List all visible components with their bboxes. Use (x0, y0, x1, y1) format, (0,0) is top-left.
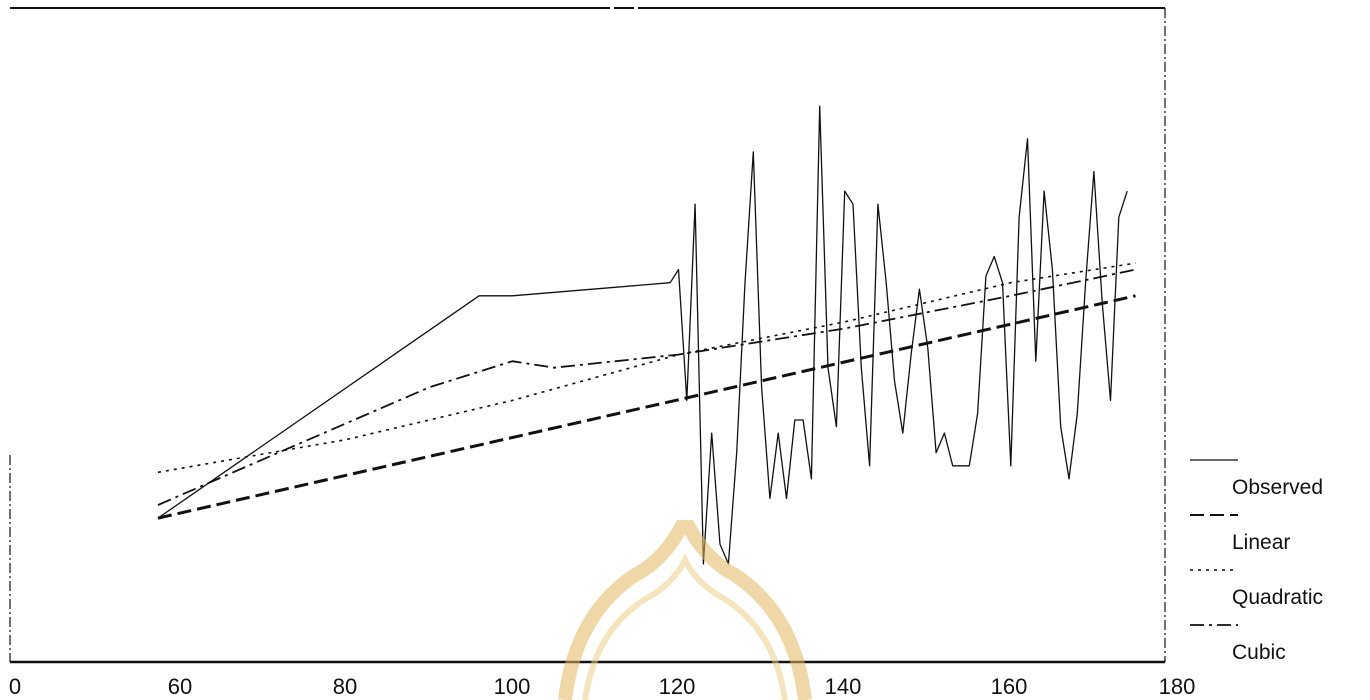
series-line-linear (157, 294, 1136, 520)
x-tick-label-0: 0 (9, 674, 21, 699)
legend: Observed Linear Quadratic Cubic (1190, 459, 1323, 664)
x-tick-label-100: 100 (494, 674, 531, 699)
x-tick-label-160: 160 (991, 674, 1028, 699)
x-tick-label-60: 60 (168, 674, 192, 699)
x-tick-label-120: 120 (659, 674, 696, 699)
x-tick-label-180: 180 (1159, 674, 1196, 699)
legend-label-quadratic: Quadratic (1232, 586, 1323, 609)
plot-frame (9, 7, 1166, 664)
series-line-quadratic (157, 262, 1136, 474)
series-line-cubic (157, 268, 1136, 506)
legend-label-observed: Observed (1232, 476, 1323, 499)
x-tick-label-140: 140 (825, 674, 862, 699)
university-seal-watermark (558, 520, 812, 700)
legend-label-linear: Linear (1232, 531, 1290, 554)
x-tick-label-80: 80 (333, 674, 357, 699)
series-layer (157, 105, 1136, 565)
series-line-observed (157, 105, 1128, 565)
legend-label-cubic: Cubic (1232, 641, 1286, 664)
x-axis-tick-labels: 0 60 80 100 120 140 160 180 (9, 674, 1195, 699)
